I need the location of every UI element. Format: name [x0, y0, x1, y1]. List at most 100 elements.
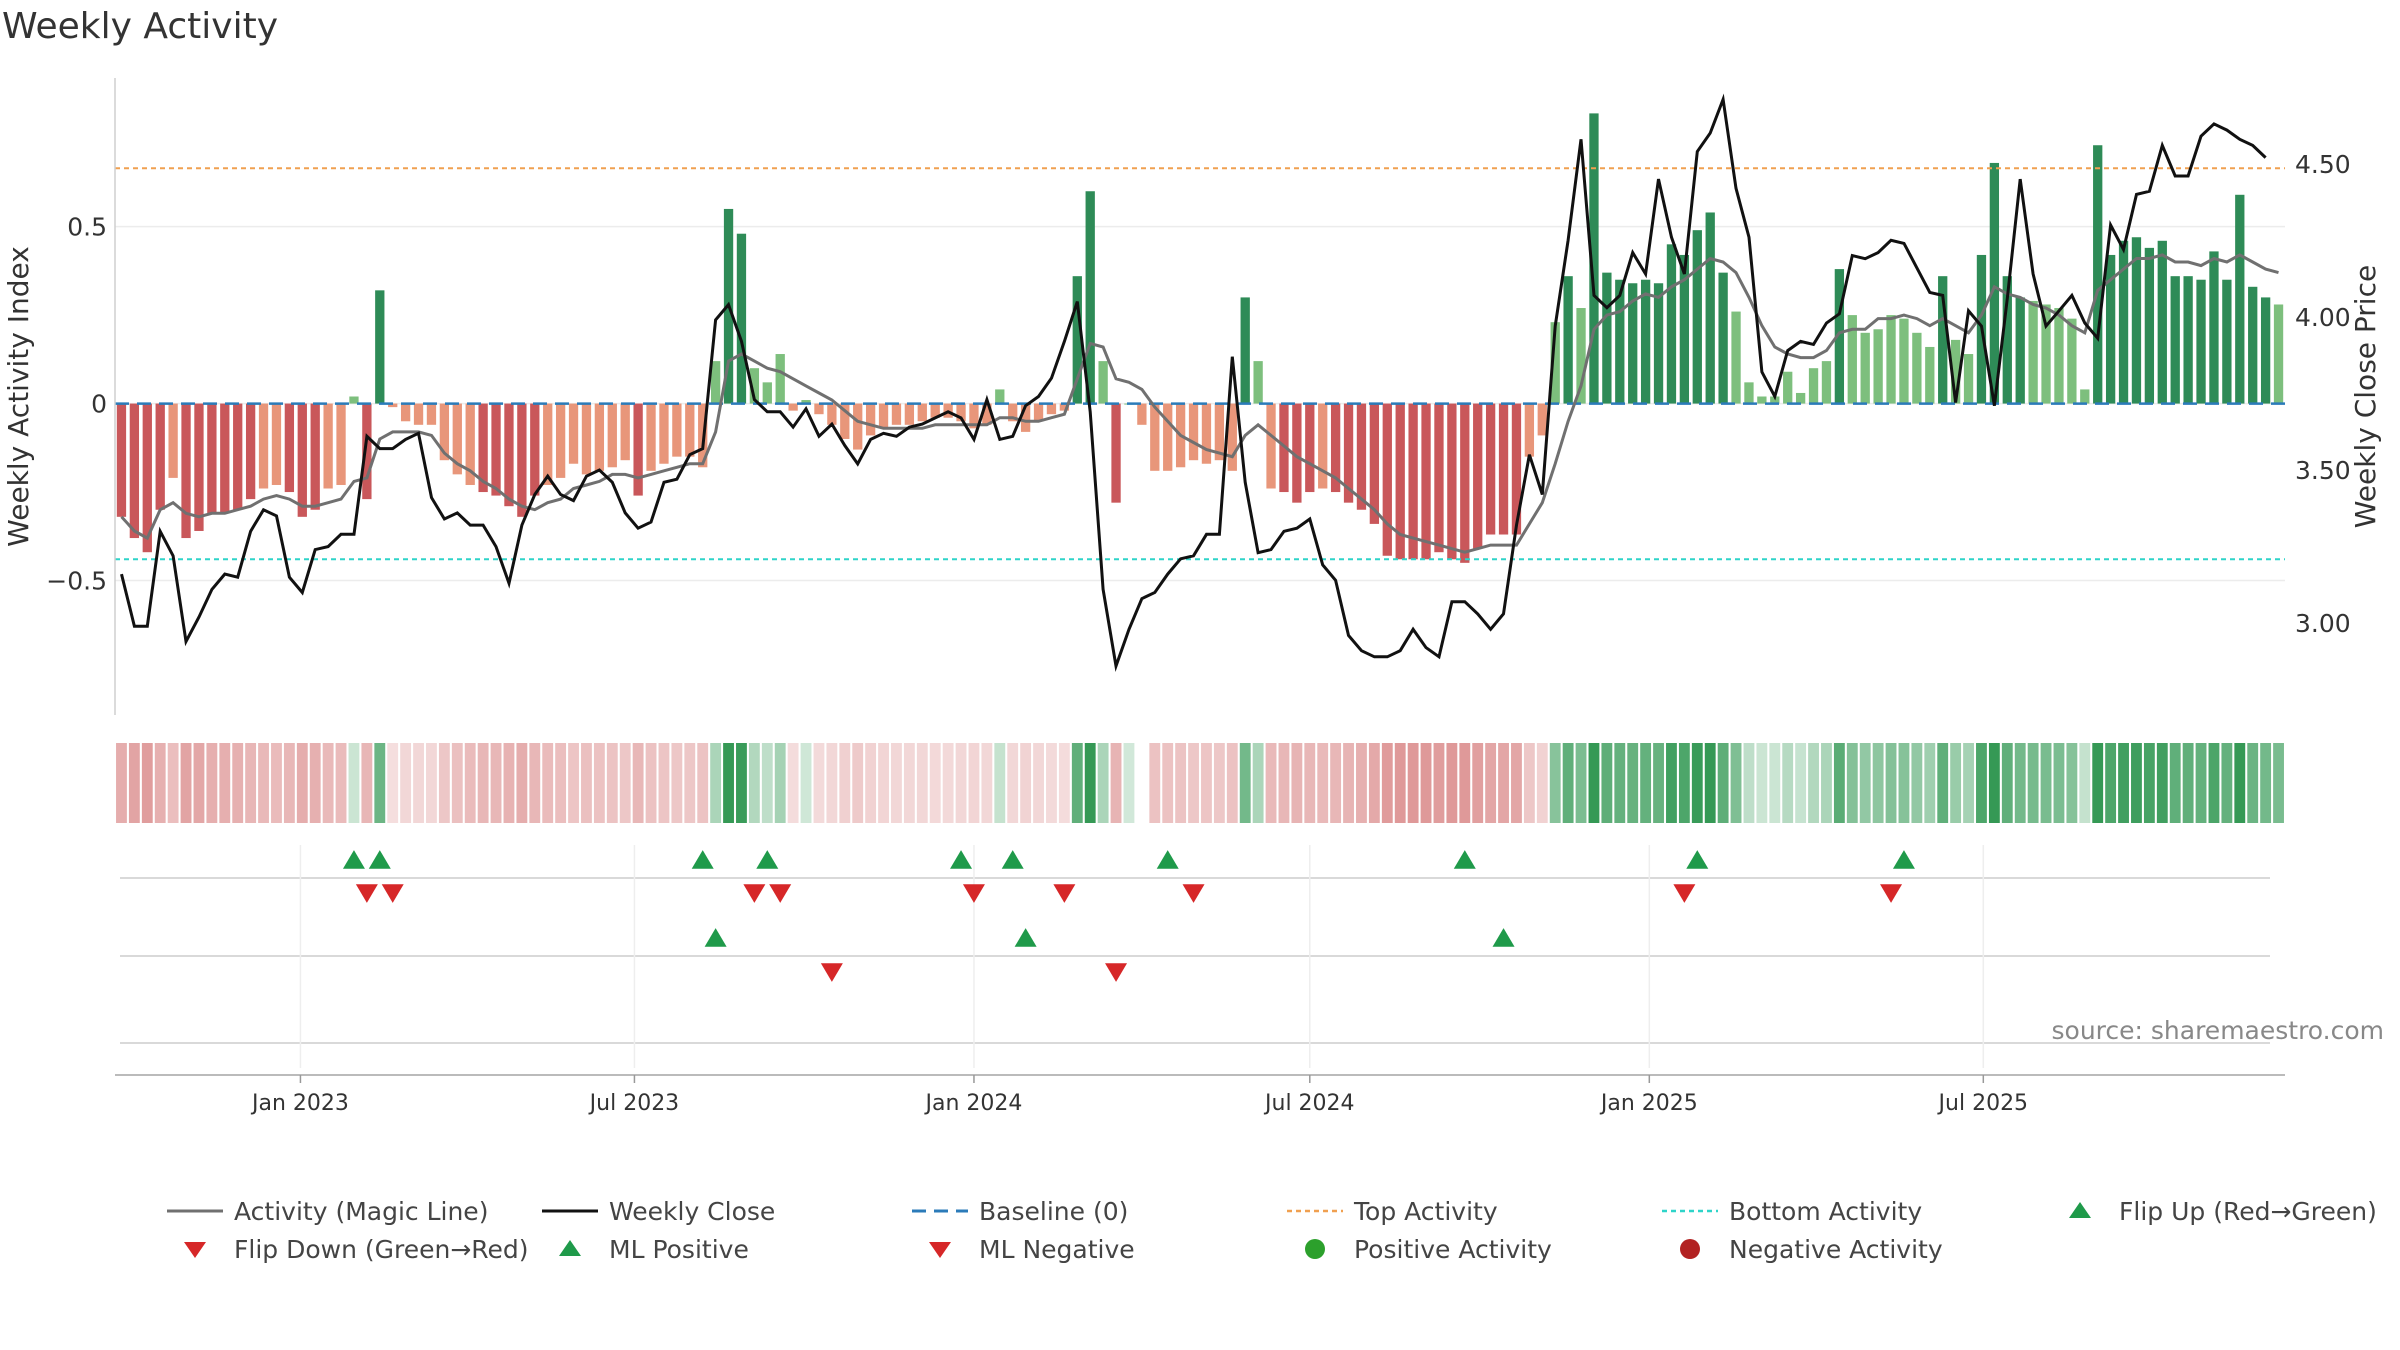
activity-bar: [2248, 286, 2258, 404]
x-tick-label: Jul 2024: [1263, 1091, 1355, 1116]
activity-bar: [736, 233, 747, 404]
legend-symbol-icon: [905, 1196, 975, 1226]
strip-cell: [1963, 743, 1974, 823]
activity-bar: [413, 403, 424, 425]
strip-cell: [232, 743, 244, 823]
strip-cell: [271, 743, 282, 823]
activity-bar: [2041, 304, 2051, 404]
strip-cell: [116, 743, 127, 823]
activity-bar: [904, 403, 915, 425]
strip-cell: [1614, 743, 1626, 823]
strip-cell: [955, 743, 967, 823]
strip-cell: [1666, 743, 1677, 823]
strip-cell: [916, 743, 928, 823]
flip-up-marker: [342, 850, 365, 869]
strip-cell: [1511, 743, 1522, 823]
activity-bar: [517, 403, 527, 517]
strip-cell: [1924, 743, 1936, 823]
flip-down-marker: [1053, 884, 1076, 903]
weekly-close-line: [120, 93, 2267, 672]
strip-cell: [426, 743, 437, 823]
activity-bar: [271, 403, 282, 485]
flip-up-marker: [950, 850, 973, 869]
signal-markers: [120, 845, 2270, 1068]
strip-cell: [451, 743, 463, 823]
activity-bar: [452, 403, 462, 475]
strip-cell: [180, 743, 192, 823]
activity-bar: [168, 403, 178, 478]
y2-tick-label: 4.00: [2295, 303, 2351, 332]
strip-cell: [219, 743, 231, 823]
strip-cell: [1730, 743, 1742, 823]
strip-cell: [1498, 743, 1509, 823]
legend-label: Weekly Close: [609, 1196, 776, 1226]
lines-layer: [115, 93, 2285, 672]
strip-cell: [981, 743, 993, 823]
activity-bar: [310, 403, 320, 510]
ml-positive-marker: [1492, 928, 1515, 947]
activity-bar: [1718, 272, 1728, 404]
strip-cell: [658, 743, 670, 823]
flip-up-marker: [756, 850, 779, 869]
activity-bar: [659, 403, 669, 464]
strip-cell: [1911, 743, 1923, 823]
strip-cell: [2247, 743, 2259, 823]
legend-symbol-icon: [1280, 1234, 1350, 1264]
strip-cell: [1278, 743, 1290, 823]
strip-cell: [1833, 743, 1845, 823]
activity-bar: [1059, 403, 1070, 411]
activity-bar: [995, 389, 1005, 404]
activity-bar: [607, 403, 617, 468]
strip-cell: [671, 743, 683, 823]
activity-bar: [2260, 297, 2271, 404]
strip-cell: [1562, 743, 1574, 823]
legend-label: Flip Up (Red→Green): [2119, 1196, 2377, 1226]
activity-bar: [1589, 113, 1599, 404]
strip-cell: [1097, 743, 1109, 823]
flip-up-marker: [1156, 850, 1179, 869]
strip-cell: [1084, 743, 1096, 823]
strip-cell: [1381, 743, 1393, 823]
strip-cell: [1291, 743, 1303, 823]
strip-cell: [361, 743, 373, 823]
strip-cell: [1808, 743, 1819, 823]
activity-bar: [788, 403, 798, 411]
activity-bar: [930, 403, 940, 418]
strip-cell: [2040, 743, 2052, 823]
activity-bar: [465, 403, 475, 485]
legend-label: Flip Down (Green→Red): [234, 1234, 529, 1264]
flip-down-marker: [1880, 884, 1903, 903]
strip-cell: [438, 743, 450, 823]
activity-bar: [388, 403, 398, 408]
strip-cell: [1007, 743, 1019, 823]
strip-cell: [581, 743, 592, 823]
strip-cell: [1046, 743, 1057, 823]
strip-cell: [1149, 743, 1161, 823]
strip-cell: [800, 743, 812, 823]
strip-cell: [128, 743, 140, 823]
y2-tick-label: 3.00: [2295, 609, 2351, 638]
strip-cell: [1188, 743, 1199, 823]
activity-bar: [1705, 212, 1715, 404]
strip-cell: [1627, 743, 1639, 823]
activity-bar: [1369, 403, 1380, 524]
strip-cell: [296, 743, 308, 823]
strip-cell: [348, 743, 360, 823]
activity-bar: [1821, 361, 1832, 404]
strip-cell: [1226, 743, 1238, 823]
strip-cell: [684, 743, 696, 823]
activity-bar: [1925, 346, 1935, 404]
legend-item: Flip Up (Red→Green): [2045, 1196, 2377, 1226]
activity-bar: [1628, 283, 1638, 404]
activity-bar: [2273, 304, 2284, 404]
strip-cell: [2221, 743, 2233, 823]
activity-bar: [555, 403, 566, 478]
legend-item: ML Positive: [535, 1234, 749, 1264]
activity-bar: [710, 361, 721, 404]
legend-label: Positive Activity: [1354, 1234, 1552, 1264]
y-axis-label: Weekly Activity Index: [2, 246, 35, 547]
strip-cell: [2014, 743, 2026, 823]
activity-bar: [362, 403, 372, 500]
activity-bar: [1150, 403, 1160, 471]
activity-bar: [814, 403, 824, 415]
